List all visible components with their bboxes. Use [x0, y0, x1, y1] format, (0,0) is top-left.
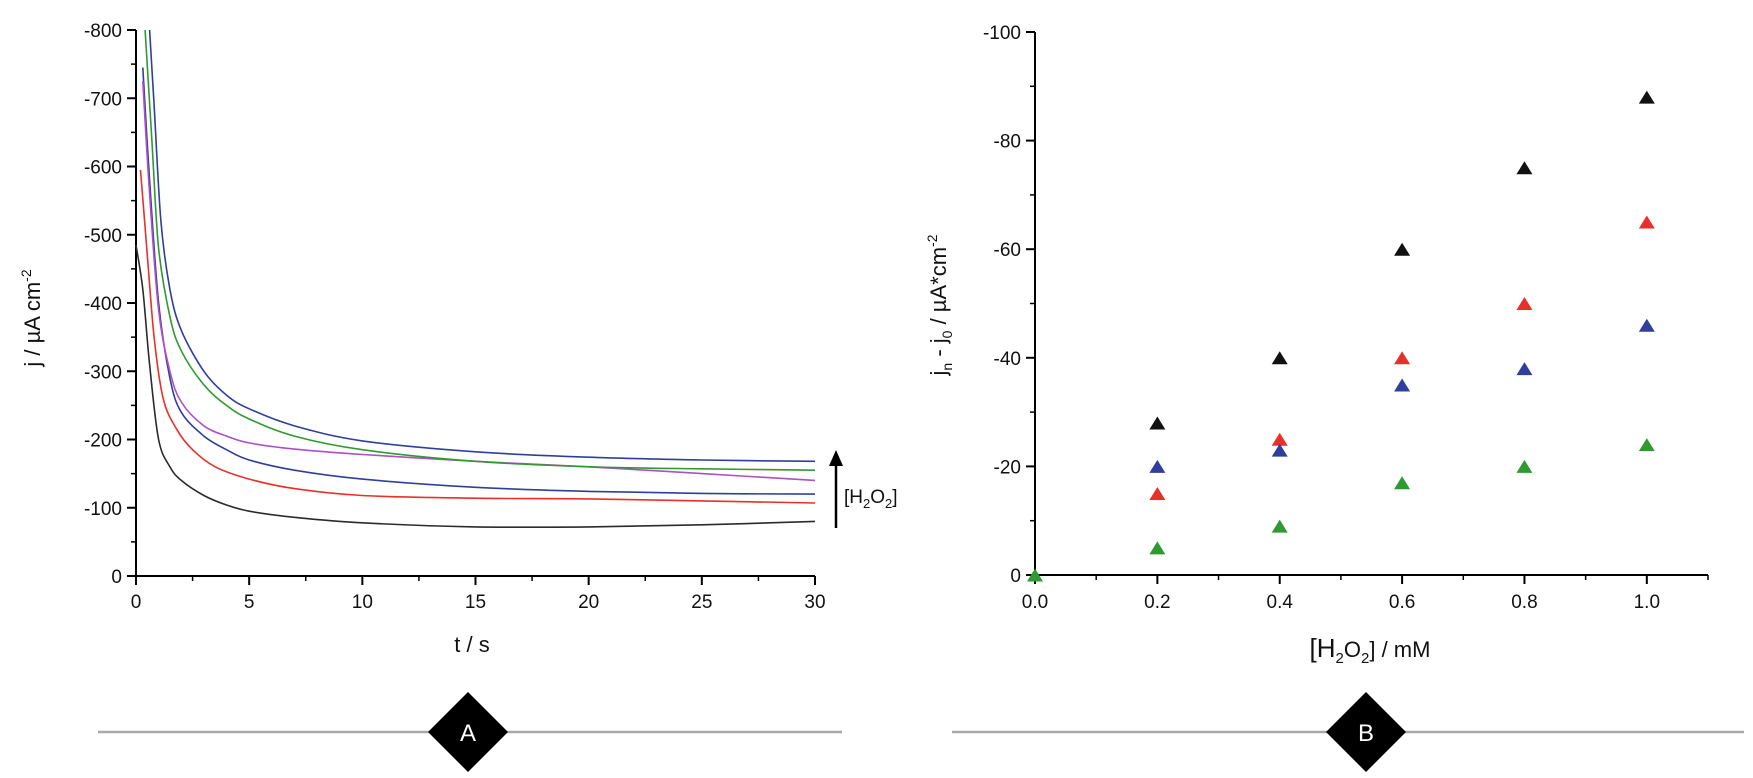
panel-b-x-tick-label: 0.0: [1022, 592, 1048, 613]
panel-b-point-s4-6: [1638, 438, 1655, 452]
b-xlabel-close: ] / mM: [1369, 637, 1430, 662]
panel-a-series-line-3: [142, 67, 816, 495]
panel-a-y-tick-label: -400: [84, 294, 122, 315]
b-ylabel-j: j: [926, 371, 951, 377]
panel-b-point-s1-1: [1149, 416, 1166, 430]
panel-a-series-line-4: [142, 81, 816, 482]
panel-b-x-tick-label: 0.2: [1144, 592, 1170, 613]
panel-b-point-s3-3: [1394, 378, 1411, 392]
panel-b-point-s3-2: [1271, 443, 1288, 457]
panel-b-x-tick-label: 0.4: [1267, 592, 1294, 613]
panel-a-series: [135, 29, 816, 529]
panel-a-y-axis-title: j / µA cm-2: [18, 269, 45, 367]
panel-a-y-tick-label: -800: [84, 21, 122, 42]
panel-b-y-tick-label: -40: [994, 349, 1021, 370]
panel-b-y-tick-label: -100: [983, 23, 1021, 44]
b-ylabel-unit: / µA*cm: [926, 247, 951, 331]
panel-b-series: [1027, 90, 1655, 582]
panel-a-y-tick-label: -500: [84, 226, 122, 247]
panel-b-point-s4-2: [1149, 541, 1166, 555]
annotation-open: [H: [844, 487, 863, 508]
panel-a-x-tick-label: 0: [131, 592, 142, 613]
panel-b-y-tick-label: -20: [994, 457, 1021, 478]
b-ylabel-minus: - j: [926, 338, 951, 362]
panel-b-badge-label: B: [1358, 720, 1374, 747]
annotation-sub2: 2: [885, 496, 892, 511]
panel-b-point-s1-2: [1271, 351, 1288, 365]
b-ylabel-n: n: [939, 363, 955, 371]
b-xlabel-sub2: 2: [1361, 650, 1369, 667]
panel-a-x-tick-label: 5: [244, 592, 255, 613]
panel-b-point-s2-1: [1149, 487, 1166, 501]
annotation-close: ]: [892, 487, 897, 508]
panel-a-x-axis-title: t / s: [454, 632, 489, 657]
panel-a-x-tick-label: 10: [352, 592, 373, 613]
panel-b-point-s1-3: [1394, 242, 1411, 256]
panel-a-y-axis-title-main: j / µA cm: [20, 282, 45, 368]
panel-b-point-s4-1: [1027, 568, 1043, 582]
panel-b-point-s1-5: [1638, 90, 1655, 104]
panel-b-badge-diamond: [1326, 692, 1406, 772]
panel-b-chart: 0.0 0.2 0.4 0.6 0.8 1.00-20-40-60-80-100 [H2O…: [924, 23, 1744, 772]
panel-a-y-tick-label: -200: [84, 431, 122, 452]
annotation-sub1: 2: [863, 496, 870, 511]
panel-a-y-tick-label: -300: [84, 362, 122, 383]
panel-a-y-tick-label: -100: [84, 499, 122, 520]
b-ylabel-0: 0: [939, 330, 955, 338]
panel-a-series-line-1: [135, 244, 816, 529]
b-xlabel-sub1: 2: [1336, 650, 1344, 667]
panel-b-x-tick-label: 1.0: [1634, 592, 1660, 613]
panel-a-badge-diamond: [428, 692, 508, 772]
panel-a-series-line-5: [144, 29, 816, 471]
panel-a-x-tick-label: 30: [804, 592, 825, 613]
panel-a-x-tick-label: 20: [578, 592, 599, 613]
panel-a-y-tick-label: 0: [111, 567, 122, 588]
panel-b-ticks: 0.0 0.2 0.4 0.6 0.8 1.0 0 -20 -40 -60 -80 -100: [983, 23, 1709, 613]
panel-b-point-s4-3: [1271, 519, 1288, 533]
panel-a-series-line-6: [148, 29, 816, 463]
panel-b-point-s4-4: [1394, 476, 1411, 490]
panel-a-ticks: 0 5 10 15 20 25 30 0 -100 -200 -300 -400 -500 -600 -70…: [84, 21, 826, 613]
panel-b-point-s3-4: [1516, 362, 1533, 376]
panel-a-series-line-2: [139, 169, 816, 504]
b-xlabel-open: [H: [1310, 633, 1336, 663]
panel-b-x-tick-label: 0.6: [1389, 592, 1415, 613]
panel-b-y-tick-label: -80: [994, 132, 1021, 153]
b-xlabel-mid: O: [1344, 637, 1361, 662]
annotation-mid: O: [870, 487, 885, 508]
panel-a-badge-label: A: [460, 720, 476, 747]
panel-a-y-tick-label: -700: [84, 89, 122, 110]
panel-b-x-axis-title: [H2O2] / mM: [1310, 633, 1431, 667]
panel-b-point-s2-2: [1271, 432, 1288, 446]
panel-b-y-axis-title: jn - j0 / µA*cm-2: [924, 234, 955, 376]
panel-a-chart: 0 5 10 15 20 25 30 0 -100 -200 -300 -400 -500 -600 -70…: [18, 21, 898, 772]
panel-b-point-s3-1: [1149, 459, 1166, 473]
panel-b-y-tick-label: -60: [994, 240, 1021, 261]
panel-b-point-s2-4: [1516, 297, 1533, 310]
panel-b-point-s1-4: [1516, 161, 1533, 175]
panel-b-x-tick-label: 0.8: [1511, 592, 1537, 613]
panel-a-x-tick-label: 25: [691, 592, 712, 613]
panel-a-annotation: [H2O2]: [844, 487, 898, 511]
panel-b-y-tick-label: 0: [1010, 566, 1021, 587]
panel-b-point-s2-3: [1394, 351, 1411, 365]
panel-a-arrow-head: [829, 450, 843, 466]
panel-b-point-s4-5: [1516, 459, 1533, 473]
panel-a-y-tick-label: -600: [84, 158, 122, 179]
b-ylabel-sup: -2: [924, 234, 940, 247]
panel-a-y-axis-title-sup: -2: [18, 269, 34, 282]
panel-b-point-s3-5: [1638, 318, 1655, 332]
panel-a-x-tick-label: 15: [465, 592, 486, 613]
panel-b-point-s2-5: [1638, 215, 1655, 229]
